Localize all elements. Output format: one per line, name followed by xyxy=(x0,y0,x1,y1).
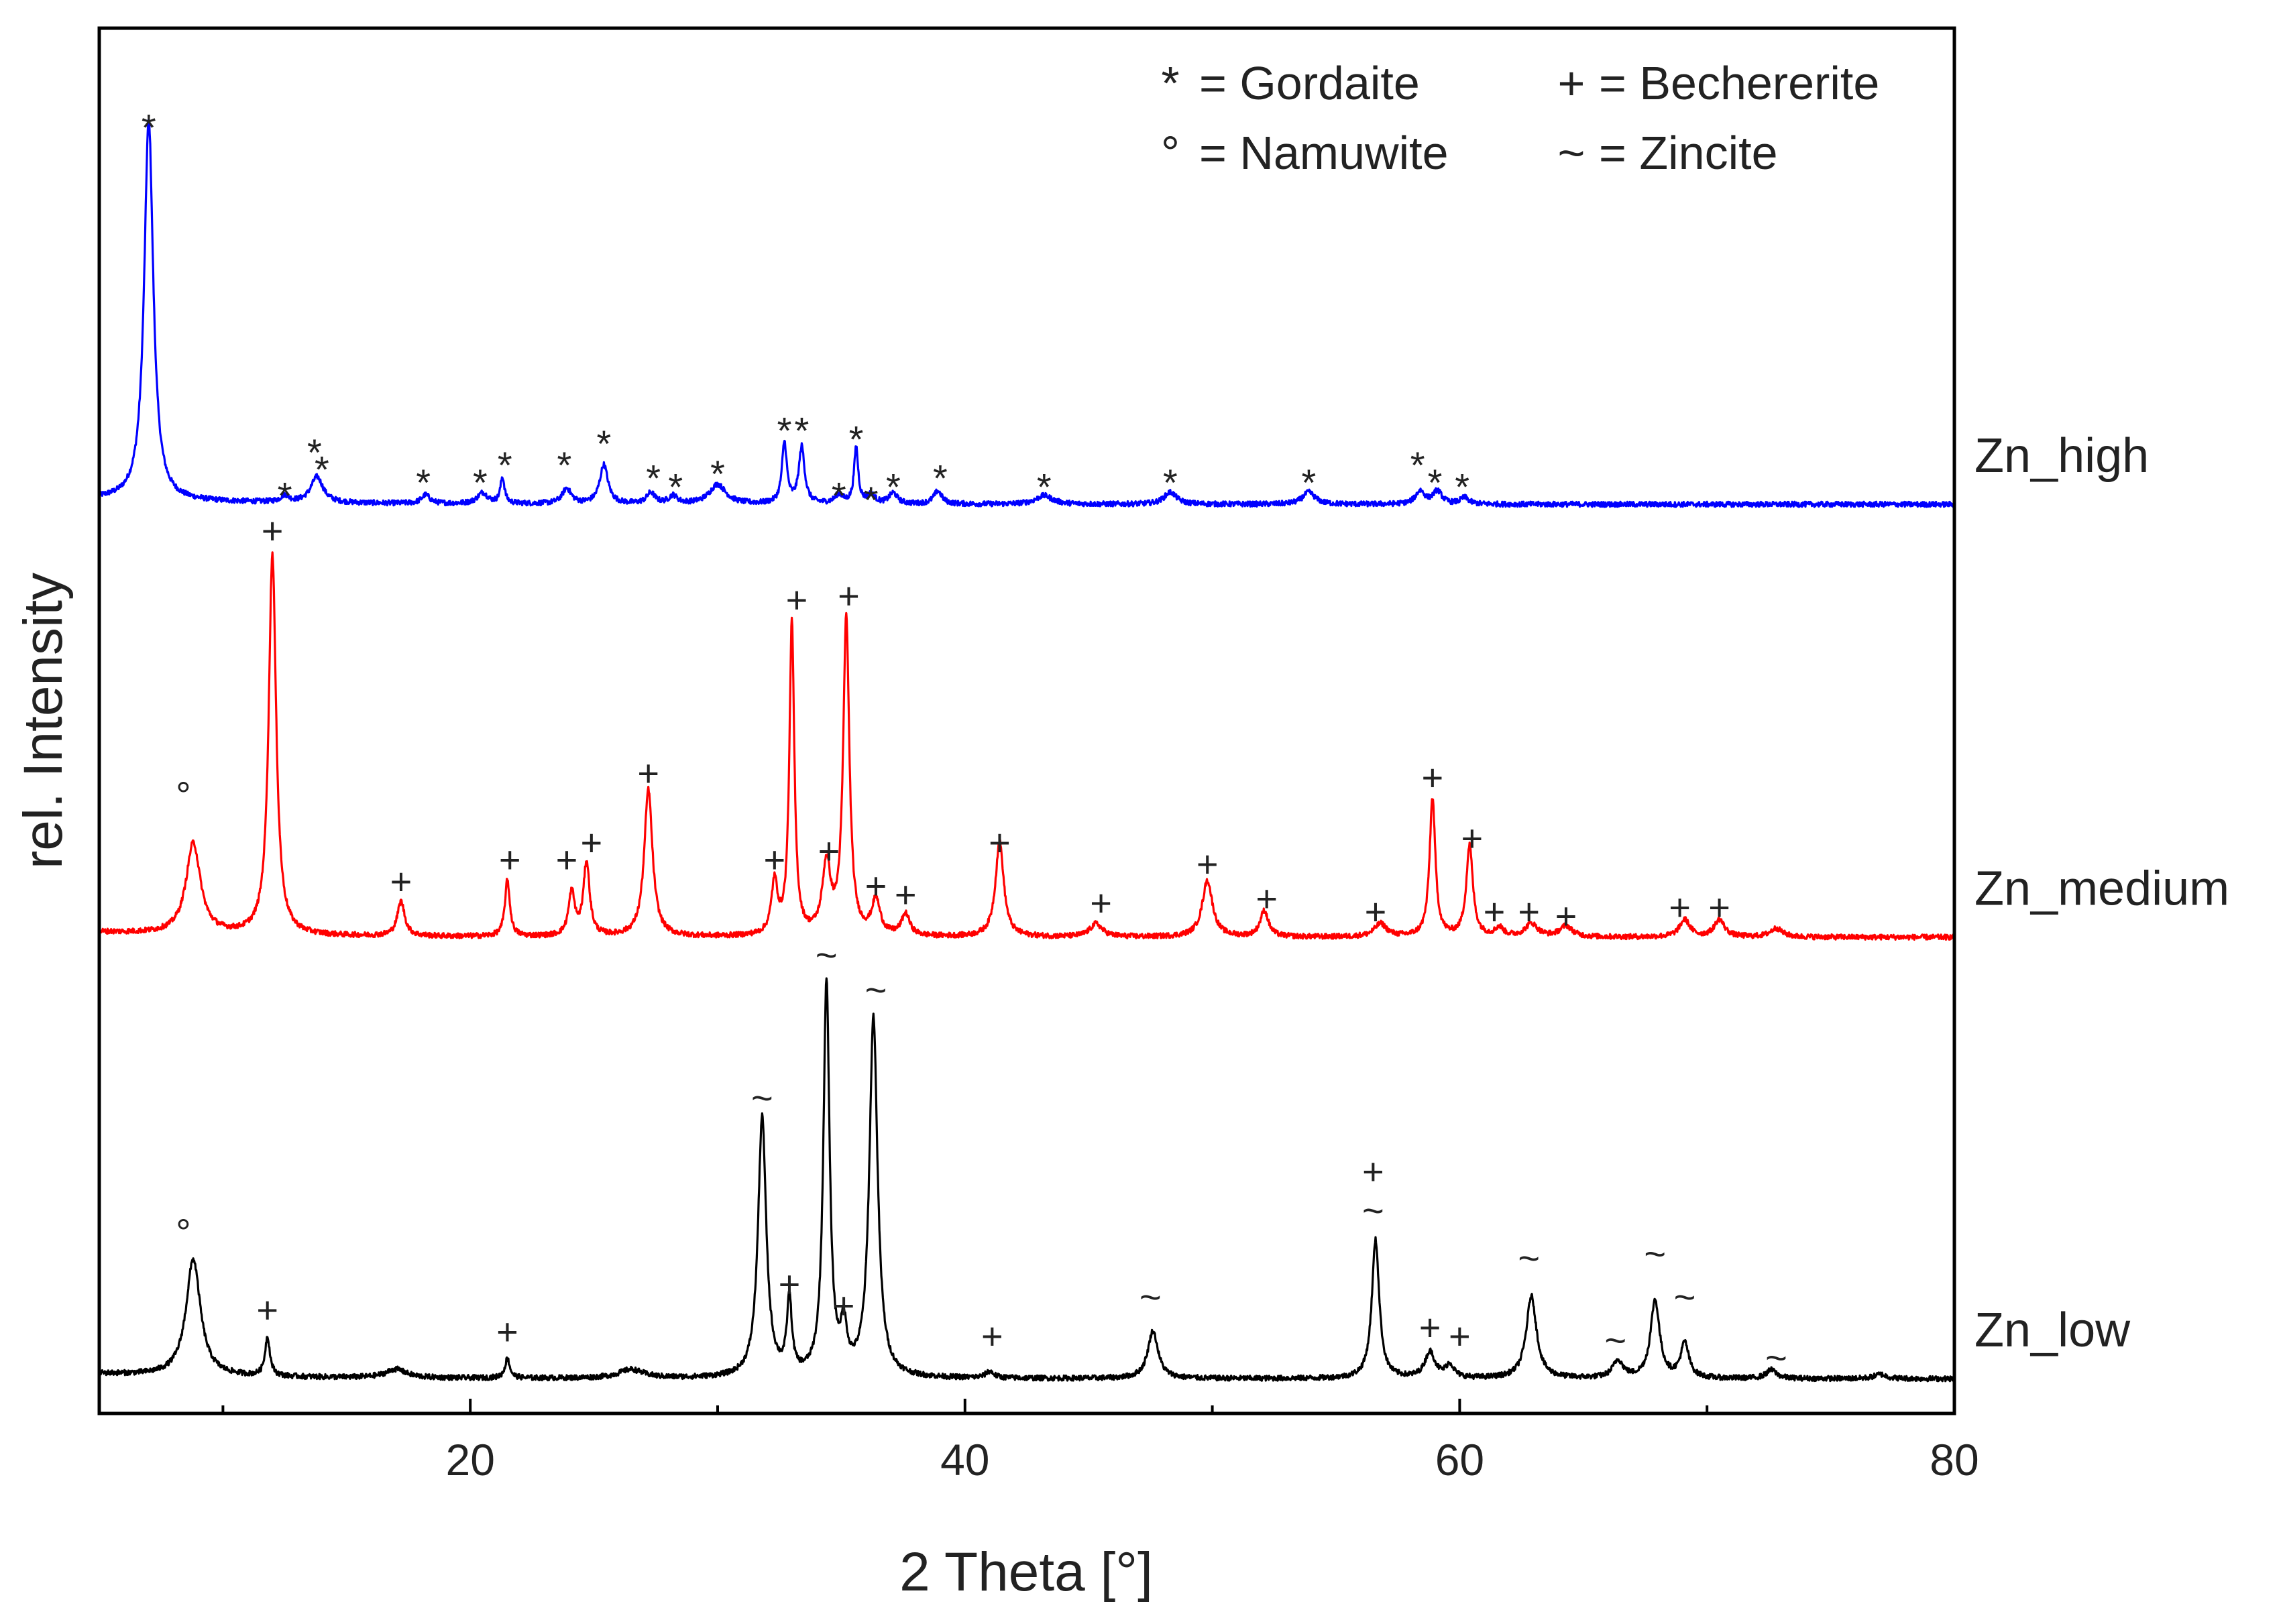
peak-marker-zn-high: * xyxy=(278,474,292,516)
legend: * = Gordaite + = Bechererite ° = Namuwit… xyxy=(1161,57,1879,179)
peak-marker-zn-medium: + xyxy=(786,579,808,621)
peak-marker-zn-high: * xyxy=(794,410,809,452)
peak-marker-zn-low: + xyxy=(1362,1150,1384,1192)
peak-marker-zn-low: ° xyxy=(176,1211,190,1253)
peak-marker-zn-medium: + xyxy=(581,821,603,864)
peak-marker-zn-medium: + xyxy=(1421,756,1443,799)
peak-marker-zn-high: * xyxy=(473,461,488,504)
peak-marker-zn-low: + xyxy=(496,1310,518,1352)
legend-label-namuwite: = Namuwite xyxy=(1199,127,1449,179)
legend-symbol-namuwite: ° xyxy=(1161,127,1180,179)
peak-marker-zn-high: * xyxy=(668,465,683,508)
peak-marker-zn-medium: + xyxy=(895,873,917,915)
peak-marker-zn-low: ~ xyxy=(1139,1276,1162,1318)
peak-marker-zn-low: ~ xyxy=(816,934,838,976)
x-tick-label: 80 xyxy=(1930,1435,1979,1485)
peak-marker-zn-medium: + xyxy=(1555,895,1577,937)
peak-marker-zn-medium: + xyxy=(390,860,412,903)
peak-marker-zn-medium: + xyxy=(1708,886,1730,929)
legend-label-bechererite: = Bechererite xyxy=(1599,57,1879,109)
peak-marker-zn-medium: + xyxy=(556,839,578,881)
peak-marker-zn-medium: + xyxy=(838,575,860,617)
peak-marker-zn-high: * xyxy=(557,444,571,486)
series-line-zn-high xyxy=(98,118,1956,508)
series-label-zn-medium: Zn_medium xyxy=(1974,862,2229,915)
peak-marker-zn-medium: + xyxy=(1256,878,1278,920)
peak-marker-zn-high: * xyxy=(1163,461,1178,504)
peak-marker-zn-medium: + xyxy=(763,839,785,881)
peak-marker-zn-medium: + xyxy=(818,830,840,872)
plot-frame xyxy=(97,26,1956,1415)
peak-marker-zn-high: * xyxy=(849,418,864,460)
x-tick-label: 20 xyxy=(445,1435,494,1485)
legend-label-zincite: = Zincite xyxy=(1599,127,1778,179)
x-tick-label: 40 xyxy=(940,1435,989,1485)
peak-marker-zn-low: ~ xyxy=(1674,1276,1696,1318)
series-label-zn-high: Zn_high xyxy=(1974,429,2149,483)
peak-marker-zn-high: * xyxy=(1037,465,1052,508)
peak-marker-zn-medium: + xyxy=(637,752,659,794)
peak-marker-zn-low: ~ xyxy=(1362,1190,1384,1232)
peak-marker-zn-low: ~ xyxy=(1604,1319,1626,1361)
peak-annotations: **** * * * *** * ** **** * * * * * * * *°+++ + +++++++ +++… xyxy=(142,107,1787,1379)
series-label-zn-low: Zn_low xyxy=(1974,1303,2131,1357)
peak-marker-zn-low: ~ xyxy=(1644,1232,1666,1275)
peak-marker-zn-low: ~ xyxy=(865,968,887,1010)
peak-marker-zn-high: * xyxy=(1455,465,1469,508)
peak-marker-zn-medium: + xyxy=(1518,890,1540,933)
peak-marker-zn-medium: + xyxy=(865,864,887,907)
peak-marker-zn-low: + xyxy=(833,1285,855,1327)
peak-marker-zn-high: * xyxy=(886,465,901,508)
peak-marker-zn-high: * xyxy=(710,453,725,495)
series-line-zn-medium xyxy=(98,551,1956,941)
peak-marker-zn-medium: + xyxy=(1090,882,1112,924)
peak-marker-zn-low: ~ xyxy=(1518,1237,1540,1279)
peak-marker-zn-high: * xyxy=(1302,461,1317,504)
peak-marker-zn-medium: ° xyxy=(176,774,190,816)
peak-marker-zn-low: ~ xyxy=(1765,1336,1787,1379)
legend-symbol-zincite: ~ xyxy=(1558,127,1585,179)
peak-marker-zn-high: * xyxy=(832,474,846,516)
peak-marker-zn-high: * xyxy=(1428,461,1443,504)
peak-marker-zn-high: * xyxy=(498,444,512,486)
legend-symbol-gordaite: * xyxy=(1161,57,1179,109)
peak-marker-zn-medium: + xyxy=(499,839,521,881)
peak-marker-zn-low: + xyxy=(1449,1315,1471,1357)
peak-marker-zn-high: * xyxy=(315,449,329,491)
peak-marker-zn-low: ~ xyxy=(751,1077,773,1119)
peak-marker-zn-low: + xyxy=(256,1289,278,1331)
peak-marker-zn-medium: + xyxy=(1669,886,1691,929)
peak-marker-zn-low: + xyxy=(981,1315,1003,1357)
peak-marker-zn-medium: + xyxy=(1461,817,1483,859)
peak-marker-zn-medium: + xyxy=(262,510,284,552)
peak-marker-zn-high: * xyxy=(596,422,611,465)
peak-marker-zn-high: * xyxy=(416,461,431,504)
series-line-zn-low xyxy=(98,977,1956,1383)
x-axis-title: 2 Theta [°] xyxy=(899,1542,1153,1603)
y-axis-title: rel. Intensity xyxy=(13,573,74,869)
peak-marker-zn-high: * xyxy=(777,410,792,452)
series-labels: Zn_high Zn_medium Zn_low xyxy=(1974,429,2229,1357)
peak-marker-zn-high: * xyxy=(1410,444,1425,486)
legend-label-gordaite: = Gordaite xyxy=(1199,57,1420,109)
peak-marker-zn-medium: + xyxy=(989,821,1011,864)
peak-marker-zn-high: * xyxy=(864,479,879,521)
x-axis: 20 40 60 80 xyxy=(221,1399,1979,1485)
peak-marker-zn-high: * xyxy=(933,457,948,500)
peak-marker-zn-high: * xyxy=(142,107,156,149)
peak-marker-zn-high: * xyxy=(307,431,322,473)
peak-marker-zn-medium: + xyxy=(1196,843,1219,885)
series-layer xyxy=(98,118,1956,1383)
peak-marker-zn-high: * xyxy=(646,457,661,500)
peak-marker-zn-medium: + xyxy=(1365,890,1387,933)
legend-symbol-bechererite: + xyxy=(1558,57,1585,109)
peak-marker-zn-low: + xyxy=(779,1263,801,1305)
peak-marker-zn-medium: + xyxy=(1484,890,1506,933)
peak-marker-zn-low: + xyxy=(1419,1306,1441,1348)
x-tick-label: 60 xyxy=(1435,1435,1484,1485)
